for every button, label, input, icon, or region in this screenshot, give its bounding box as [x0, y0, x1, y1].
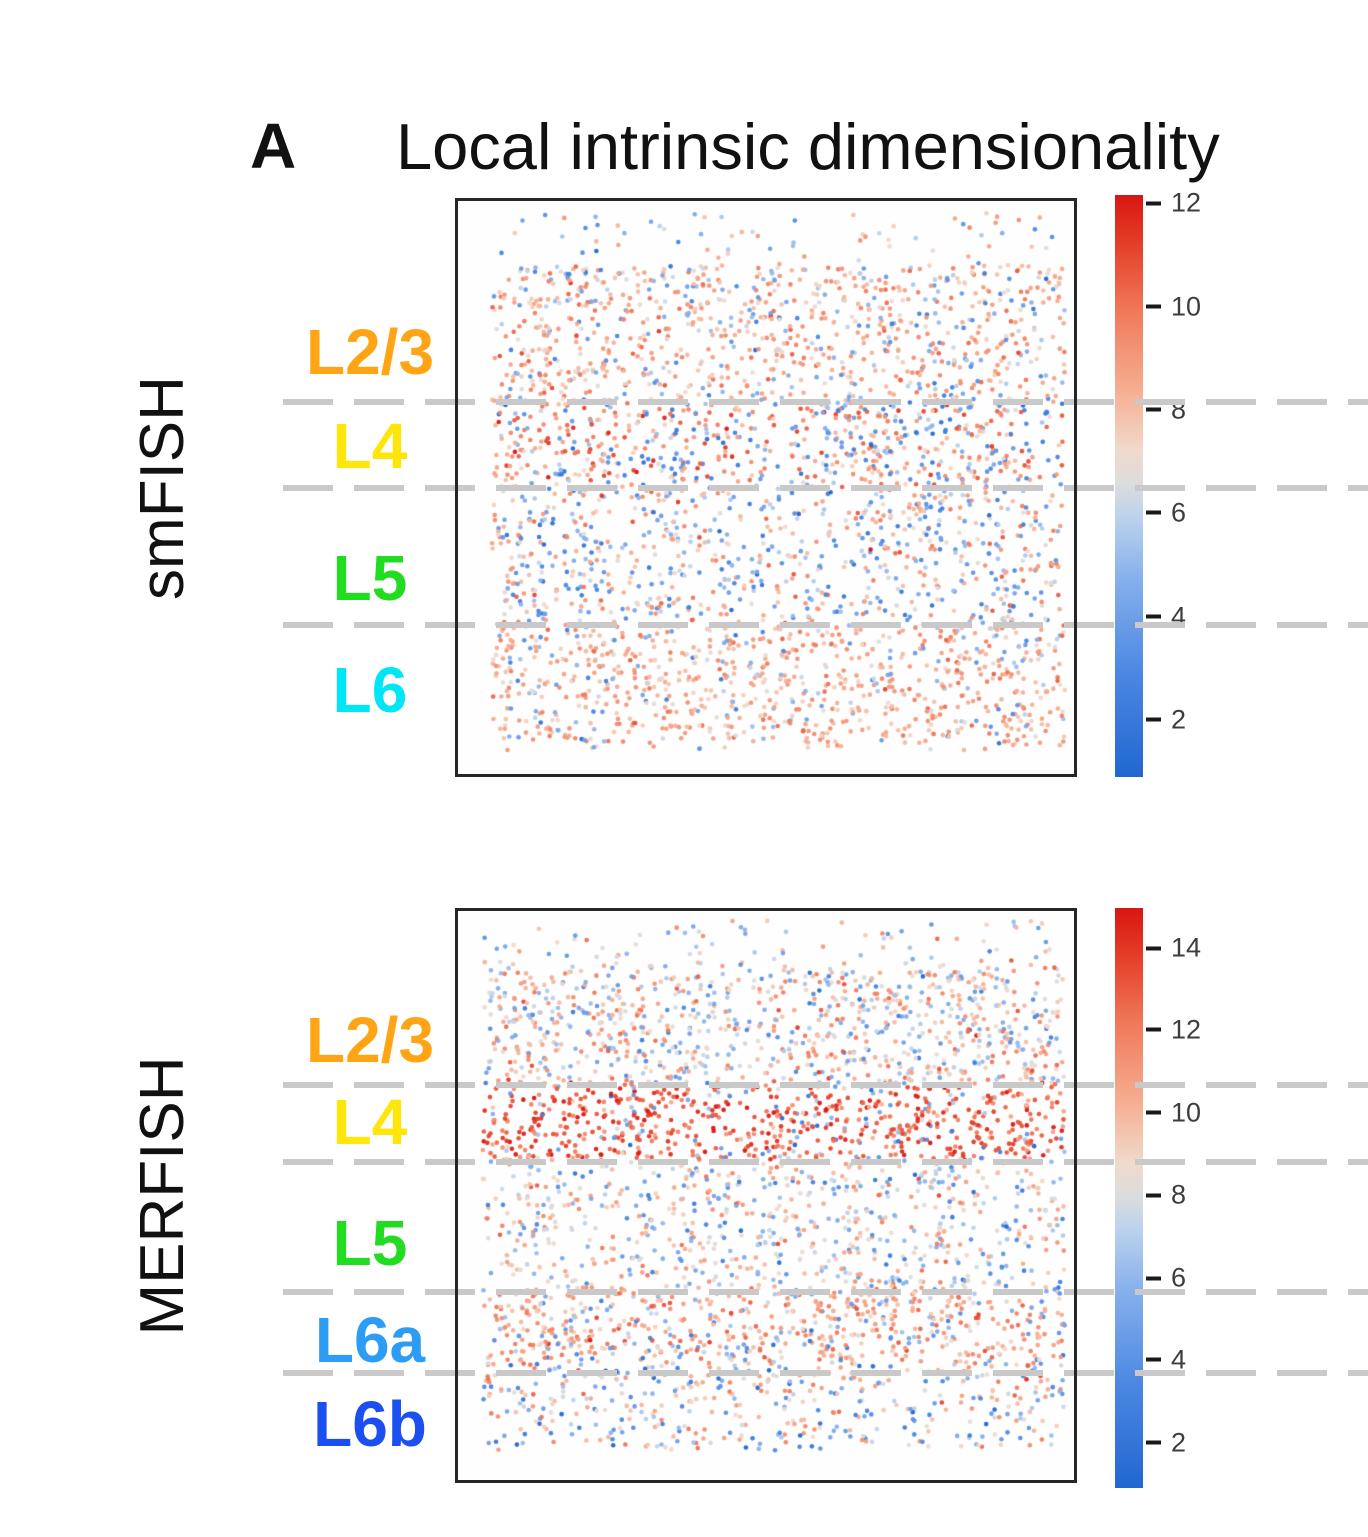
layer-label-l5: L5 [332, 541, 408, 614]
colorbar-tick-2: 2 [1143, 1429, 1186, 1456]
tick-value: 2 [1171, 1427, 1187, 1458]
layer-boundary-line-2 [283, 621, 1368, 628]
colorbar-tick-6: 6 [1143, 499, 1186, 526]
tick-value: 12 [1171, 1014, 1202, 1045]
scatter-points-canvas-merfish [458, 911, 1074, 1480]
row-label-merfish: MERFISH [128, 1056, 197, 1335]
tick-mark [1146, 201, 1161, 206]
layer-boundary-line-1 [283, 485, 1368, 492]
colorbar-tick-14: 14 [1143, 932, 1202, 963]
tick-mark [1146, 1440, 1161, 1445]
tick-mark [1146, 1357, 1161, 1362]
tick-mark [1146, 1276, 1161, 1281]
tick-mark [1146, 717, 1161, 722]
tick-mark [1146, 510, 1161, 515]
layer-boundary-line-0 [283, 398, 1368, 405]
tick-value: 4 [1171, 1344, 1187, 1375]
colorbar-tick-12: 12 [1143, 187, 1202, 218]
tick-value: 8 [1171, 1179, 1187, 1210]
colorbar-tick-2: 2 [1143, 706, 1186, 733]
colorbar-tick-10: 10 [1143, 293, 1201, 320]
colorbar-tick-6: 6 [1143, 1262, 1187, 1293]
tick-value: 12 [1171, 187, 1202, 218]
layer-label-l5: L5 [332, 1207, 408, 1280]
layer-label-l6: L6 [332, 654, 408, 727]
tick-mark [1146, 1027, 1161, 1032]
layer-boundary-line-2 [283, 1289, 1368, 1296]
tick-mark [1146, 407, 1161, 412]
tick-value: 10 [1171, 1097, 1202, 1128]
colorbar-merfish: 14 12 10 8 6 4 2 [1115, 908, 1201, 1488]
layer-label-l2-3: L2/3 [305, 1004, 435, 1077]
colorbar-tick-10: 10 [1143, 1099, 1201, 1126]
layer-label-l6a: L6a [314, 1303, 426, 1376]
tick-mark [1146, 304, 1161, 309]
colorbar-gradient-merfish [1115, 908, 1143, 1488]
tick-mark [1146, 946, 1161, 951]
tick-value: 6 [1171, 497, 1187, 528]
colorbar-tick-4: 4 [1143, 1346, 1186, 1373]
tick-value: 14 [1171, 932, 1202, 963]
tick-value: 10 [1171, 291, 1202, 322]
tick-value: 6 [1171, 1262, 1187, 1293]
colorbar-tick-8: 8 [1143, 1179, 1187, 1210]
tick-value: 2 [1171, 704, 1187, 735]
figure-title: Local intrinsic dimensionality [396, 110, 1220, 183]
layer-boundary-line-1 [283, 1159, 1368, 1166]
layer-boundary-line-0 [283, 1082, 1368, 1089]
scatter-plot-merfish [455, 908, 1077, 1483]
tick-mark [1146, 1193, 1161, 1198]
colorbar-tick-12: 12 [1143, 1016, 1201, 1043]
layer-boundary-line-3 [283, 1370, 1368, 1377]
panel-label: A [250, 110, 297, 182]
tick-mark [1146, 614, 1161, 619]
layer-label-l4: L4 [332, 1085, 408, 1158]
tick-mark [1146, 1110, 1161, 1115]
layer-label-l4: L4 [332, 409, 408, 482]
row-label-smfish: smFISH [128, 375, 197, 600]
layer-label-l6b: L6b [313, 1387, 427, 1460]
layer-label-l2-3: L2/3 [305, 316, 435, 388]
